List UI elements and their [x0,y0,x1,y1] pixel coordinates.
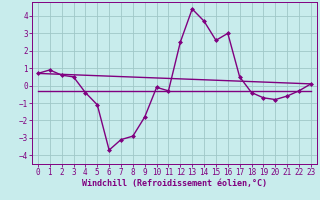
X-axis label: Windchill (Refroidissement éolien,°C): Windchill (Refroidissement éolien,°C) [82,179,267,188]
